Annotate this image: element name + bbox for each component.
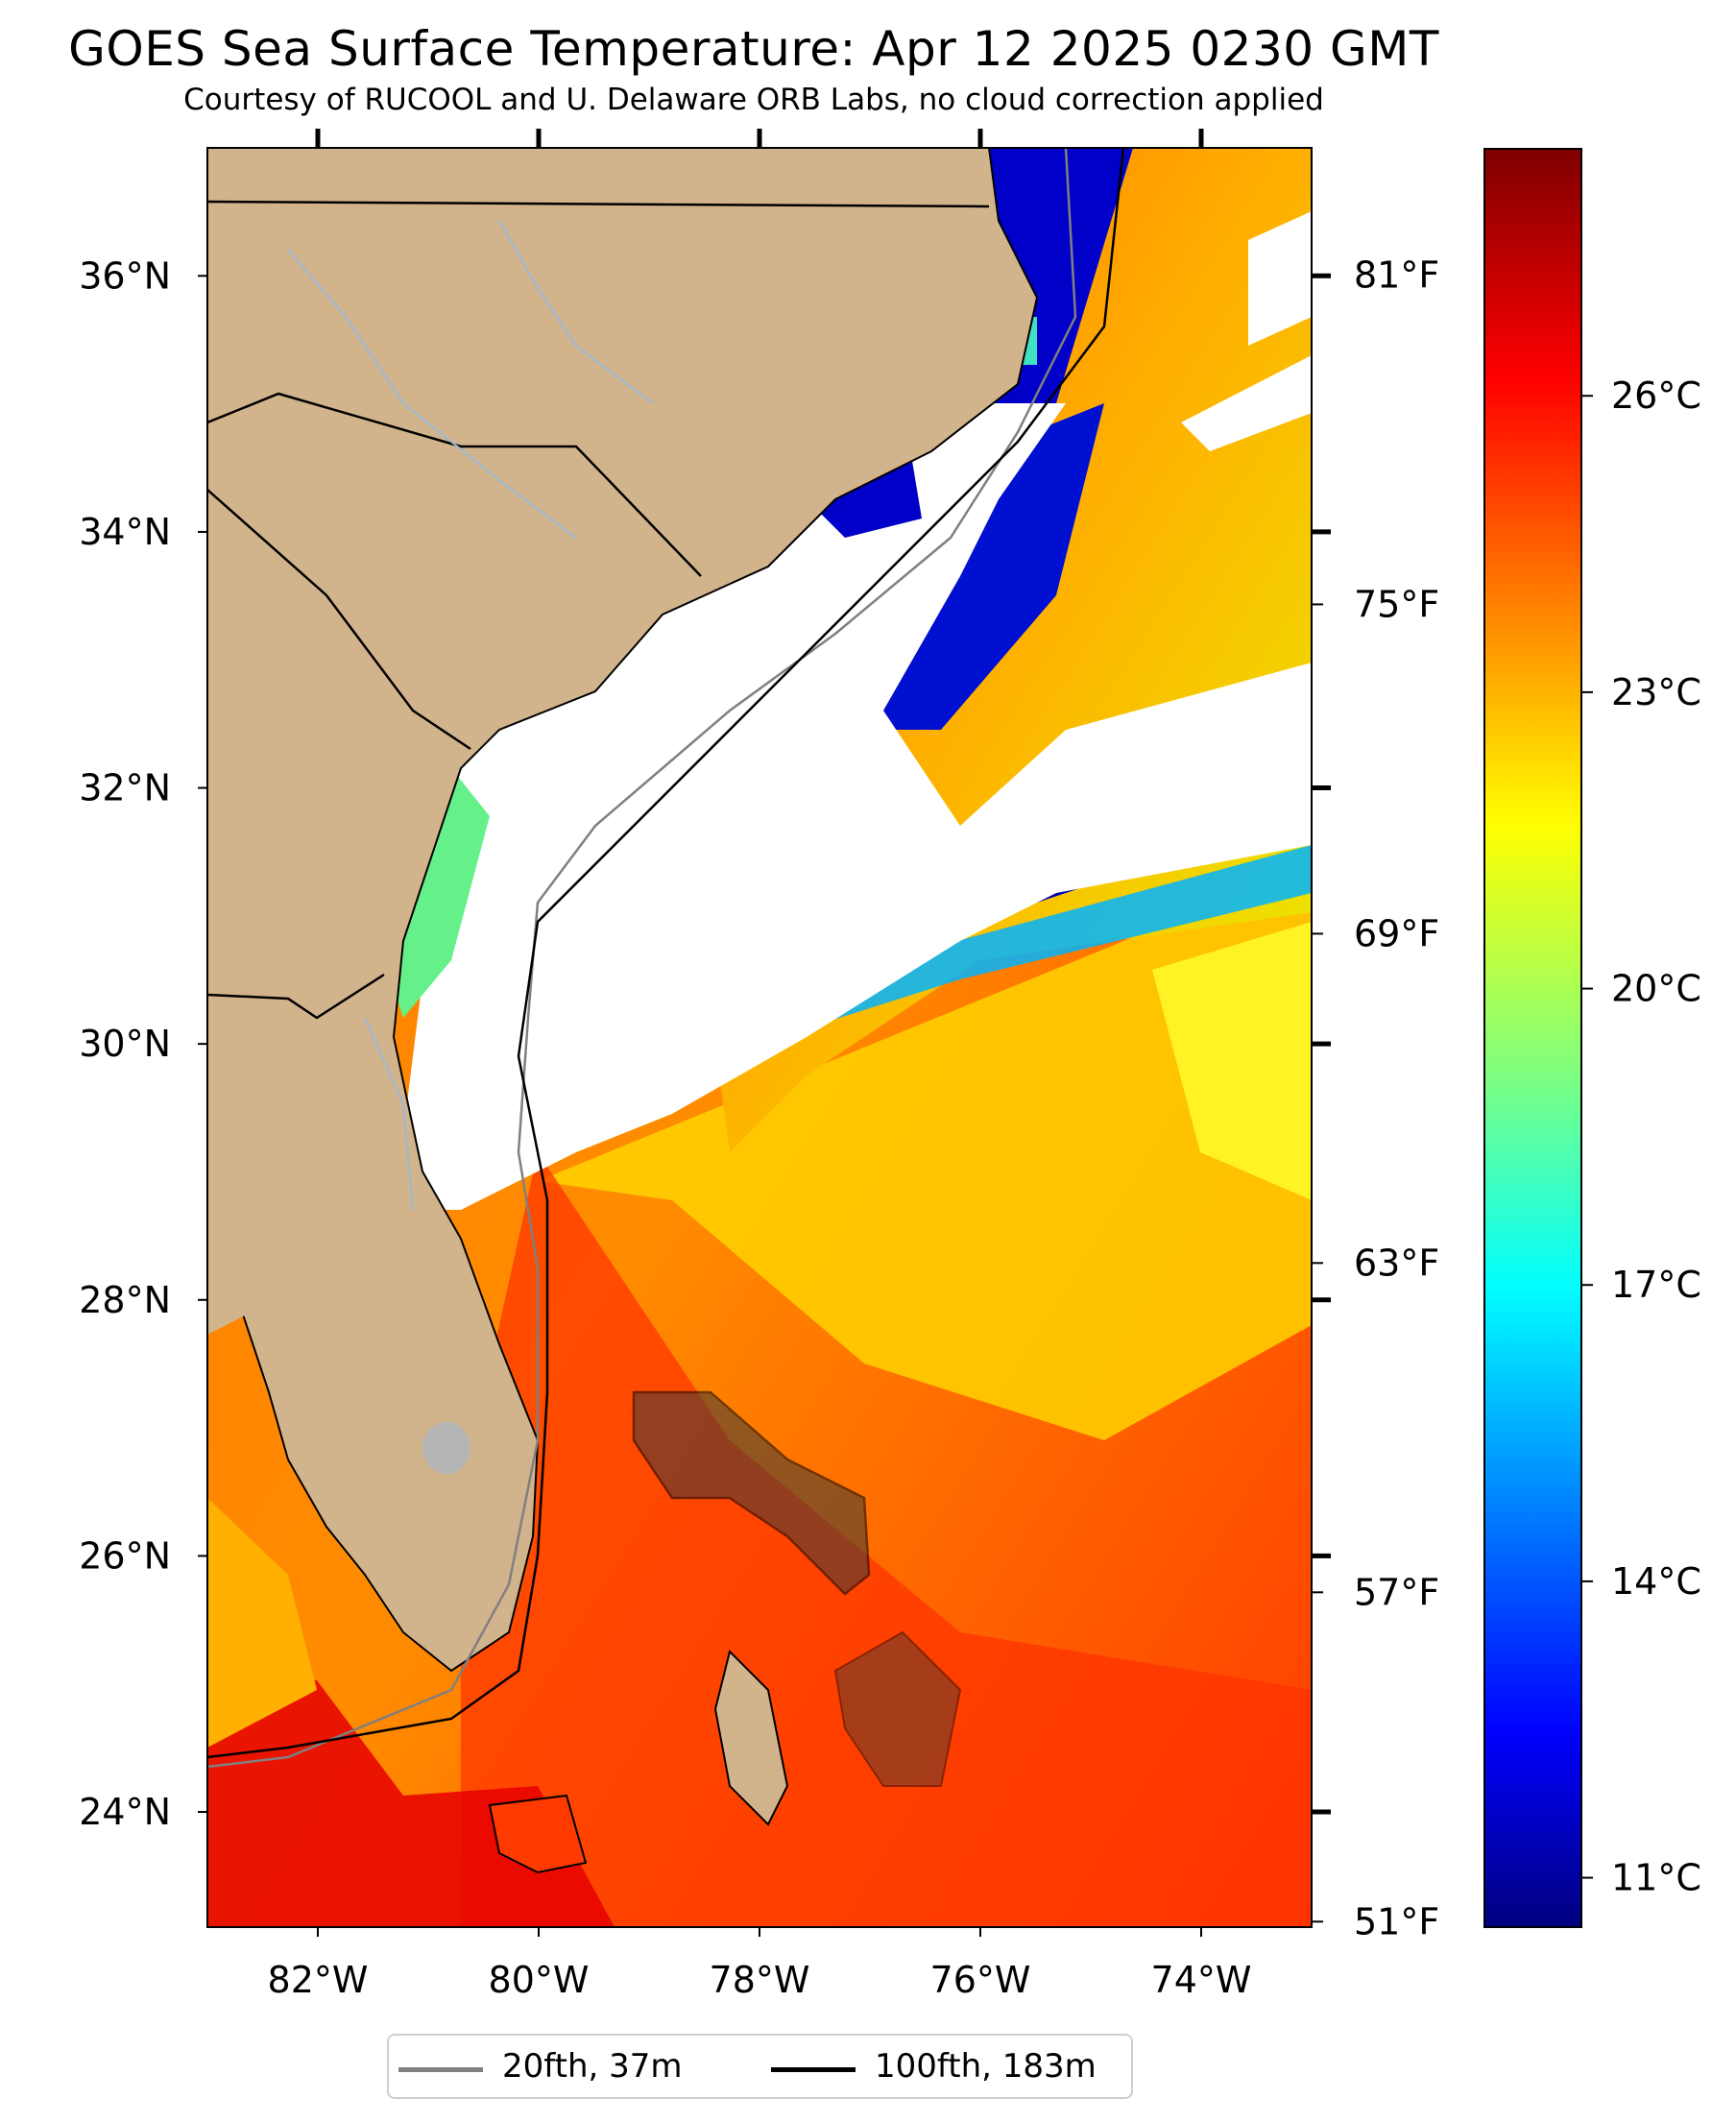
lat-tick-label: 26°N	[79, 1534, 171, 1577]
va-nc-border	[207, 200, 990, 208]
cay-sal-bank	[488, 1794, 588, 1874]
lat-tick-label: 24°N	[79, 1791, 171, 1833]
f-tick-label: 81°F	[1354, 253, 1439, 296]
legend-line-20fth	[398, 2067, 483, 2072]
c-tick-label: 20°C	[1611, 968, 1701, 1010]
great-bahama-bank	[833, 1630, 962, 1787]
lake-okeechobee	[422, 1422, 470, 1474]
andros-island	[713, 1650, 789, 1826]
c-tick-label: 26°C	[1611, 374, 1701, 417]
coastal-sound-green	[384, 768, 490, 1018]
river	[364, 1017, 414, 1211]
lon-tick-label: 78°W	[710, 1959, 810, 2001]
lat-tick-label: 32°N	[79, 767, 171, 809]
nc-sc-border	[207, 392, 702, 577]
gulf-stream-core	[461, 1152, 1312, 1927]
lon-tick-label: 82°W	[268, 1959, 369, 2001]
river	[287, 249, 577, 539]
lon-axis: 82°W 80°W 78°W 76°W 74°W	[268, 129, 1252, 2001]
legend-line-100fth	[771, 2067, 856, 2072]
lat-tick-label: 34°N	[79, 511, 171, 553]
isobath-legend: 20fth, 37m 100fth, 183m	[387, 2034, 1133, 2099]
gulf-coast-water	[207, 1498, 317, 1748]
cyan-band	[749, 845, 1312, 1047]
lat-tick-label: 28°N	[79, 1279, 171, 1321]
c-tick-label: 14°C	[1611, 1560, 1701, 1603]
f-tick-label: 69°F	[1354, 912, 1439, 954]
sc-ga-border	[207, 489, 471, 751]
lon-tick-label: 76°W	[930, 1959, 1031, 2001]
legend-label-20fth: 20fth, 37m	[502, 2047, 683, 2086]
cold-shelf-water-south	[864, 403, 1104, 730]
little-bahama-bank	[632, 1390, 871, 1596]
legend-label-100fth: 100fth, 183m	[875, 2047, 1097, 2086]
c-tick-label: 11°C	[1611, 1857, 1701, 1899]
lon-tick-label: 80°W	[489, 1959, 590, 2001]
pamlico-sound	[807, 461, 922, 538]
ga-fl-border	[207, 973, 385, 1020]
map-subtitle: Courtesy of RUCOOL and U. Delaware ORB L…	[183, 83, 1324, 117]
lat-tick-label: 30°N	[79, 1023, 171, 1065]
us-east-coast-land	[207, 148, 1039, 1673]
yellow-eddy	[1152, 922, 1312, 1200]
lat-tick-label: 36°N	[79, 254, 171, 297]
lat-axis: 24°N 26°N 28°N 30°N 32°N 34°N 36°N	[79, 254, 1331, 1833]
c-tick-label: 17°C	[1611, 1264, 1701, 1306]
f-tick-label: 75°F	[1354, 583, 1439, 625]
lon-tick-label: 74°W	[1151, 1959, 1252, 2001]
f-tick-label: 57°F	[1354, 1571, 1439, 1613]
colorbar-ticks: 26°C 23°C 20°C 17°C 14°C 11°C	[1581, 374, 1701, 1899]
florida-straits-water	[207, 1680, 615, 1927]
map-title: GOES Sea Surface Temperature: Apr 12 202…	[68, 21, 1439, 77]
river	[498, 220, 654, 404]
isobath-20fth	[207, 148, 1077, 1769]
florida-panhandle-land	[207, 1177, 245, 1335]
c-tick-label: 23°C	[1611, 671, 1701, 713]
f-tick-label: 51°F	[1354, 1900, 1439, 1942]
warm-yellow-water	[538, 864, 1312, 1440]
cloud-patch-ne	[1248, 211, 1312, 346]
f-axis: 81°F 75°F 69°F 63°F 57°F 51°F	[1312, 253, 1439, 1942]
isobath-100fth	[207, 148, 1125, 1759]
colorbar	[1483, 148, 1582, 1928]
f-tick-label: 63°F	[1354, 1242, 1439, 1284]
cloud-patch-east	[1181, 355, 1312, 451]
map-area	[207, 148, 1312, 1927]
